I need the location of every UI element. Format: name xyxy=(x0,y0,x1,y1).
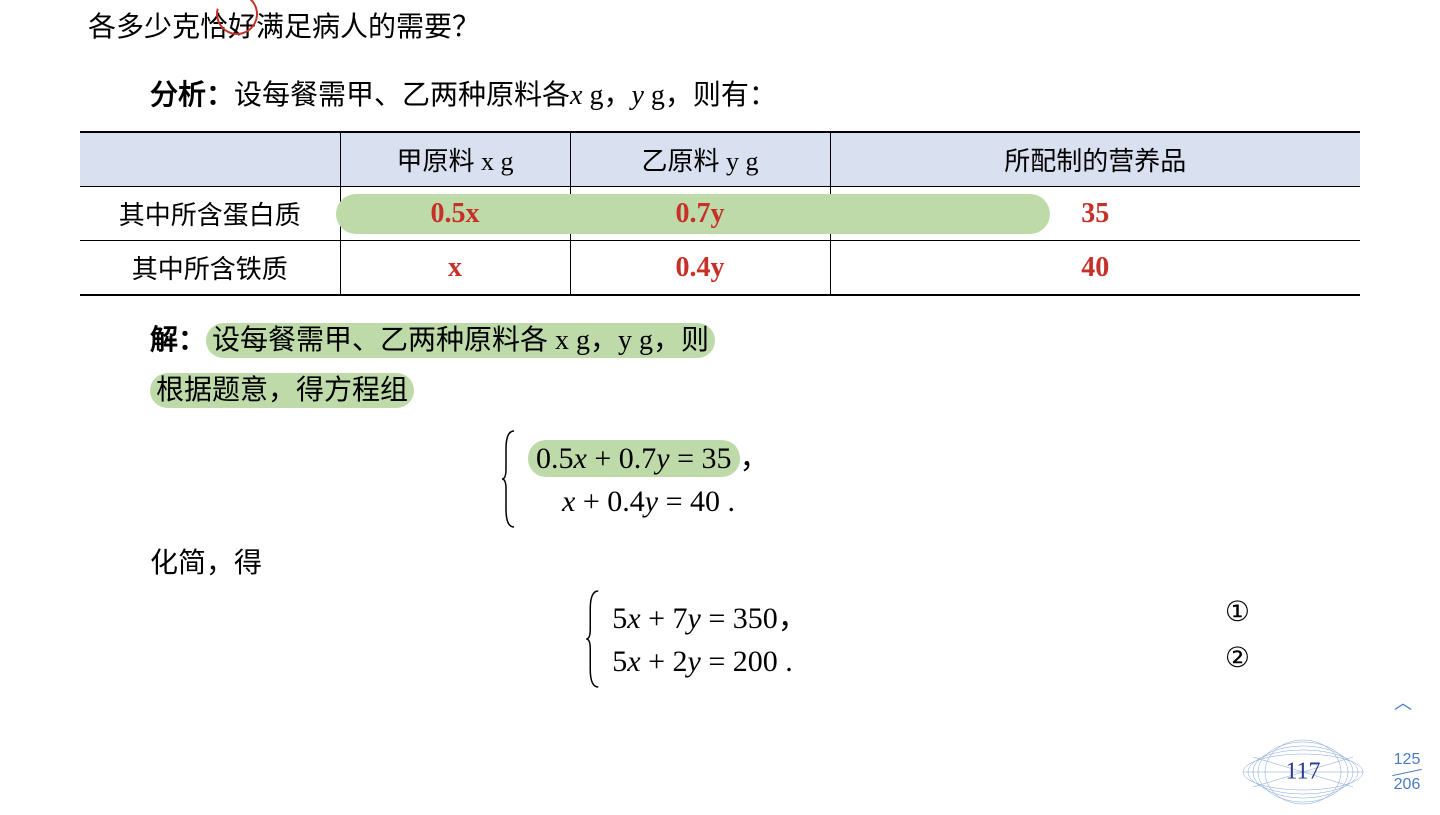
table-row: 其中所含蛋白质 0.5x 0.7y 35 xyxy=(80,187,1360,241)
page-current: 125 xyxy=(1392,750,1422,769)
page-badge: 117 xyxy=(1228,737,1378,807)
equation-system-1: 0.5x + 0.7y = 35， x + 0.4y = 40 . xyxy=(500,429,778,523)
page-total: 206 xyxy=(1392,775,1422,794)
cell-r1c1: 0.5x xyxy=(340,187,570,241)
page-counter: 125 206 xyxy=(1392,750,1422,793)
th-material-a: 甲原料 x g xyxy=(340,132,570,187)
question-fragment: 各多少克恰好满足病人的需要？ xyxy=(88,5,1360,45)
solution-line1: 解：设每餐需甲、乙两种原料各 x g，y g，则 xyxy=(150,316,1360,366)
table-header-row: 甲原料 x g 乙原料 y g 所配制的营养品 xyxy=(80,132,1360,187)
analysis-line: 分析：设每餐需甲、乙两种原料各x g，y g，则有： xyxy=(150,73,1360,113)
equation-system-2: 5x + 7y = 350， 5x + 2y = 200 . ① ② xyxy=(150,589,1250,699)
cell-r1c3: 35 xyxy=(830,187,1360,241)
handwritten-annotation: 0.7y xyxy=(676,198,725,230)
chevron-up-icon[interactable]: ︿ xyxy=(1394,689,1412,715)
page-number-main: 117 xyxy=(1285,759,1320,786)
equation-number-1: ① xyxy=(1225,595,1250,629)
row-label-protein: 其中所含蛋白质 xyxy=(80,187,340,241)
equation-number-2: ② xyxy=(1225,641,1250,675)
equation-2: x + 0.4y = 40 . xyxy=(520,481,778,523)
equation-3: 5x + 7y = 350， xyxy=(604,589,816,641)
table-row: 其中所含铁质 x 0.4y 40 xyxy=(80,241,1360,296)
handwritten-annotation: 0.5x xyxy=(431,198,480,230)
cell-r1c2: 0.7y xyxy=(570,187,830,241)
solution-block: 解：设每餐需甲、乙两种原料各 x g，y g，则 根据题意，得方程组 xyxy=(150,316,1360,417)
equation-1: 0.5x + 0.7y = 35， xyxy=(520,429,778,481)
nutrition-table: 甲原料 x g 乙原料 y g 所配制的营养品 其中所含蛋白质 0.5x 0.7… xyxy=(80,131,1360,296)
analysis-label: 分析： xyxy=(150,80,234,111)
cell-r2c1: x xyxy=(340,241,570,296)
brace-icon xyxy=(500,429,516,529)
handwritten-annotation: 40 xyxy=(1081,252,1109,284)
footer: 117 125 206 xyxy=(1228,737,1422,807)
handwritten-annotation: 0.4y xyxy=(676,252,725,284)
th-material-b: 乙原料 y g xyxy=(570,132,830,187)
th-blank xyxy=(80,132,340,187)
row-label-iron: 其中所含铁质 xyxy=(80,241,340,296)
solution-line2: 根据题意，得方程组 xyxy=(150,366,1360,416)
simplify-label: 化简，得 xyxy=(150,541,1360,581)
cell-r2c3: 40 xyxy=(830,241,1360,296)
th-product: 所配制的营养品 xyxy=(830,132,1360,187)
handwritten-annotation: x xyxy=(448,252,462,284)
handwritten-annotation: 35 xyxy=(1081,198,1109,230)
cell-r2c2: 0.4y xyxy=(570,241,830,296)
equation-4: 5x + 2y = 200 . xyxy=(604,641,816,683)
brace-icon xyxy=(584,589,600,689)
